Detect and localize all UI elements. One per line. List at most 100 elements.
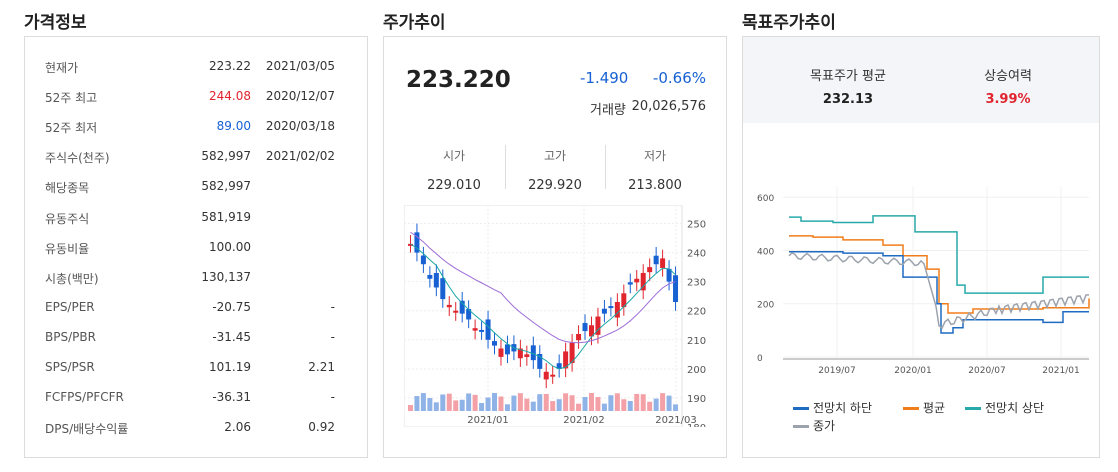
current-price: 223.220 [406,67,511,93]
row-key: BPS/PBR [45,329,96,344]
low-block: 저가 213.800 [605,147,705,193]
candle-body [498,348,504,357]
row-key: 현재가 [45,61,79,75]
low-label: 저가 [643,149,667,163]
volume-bar [414,396,420,411]
open-block: 시가 229.010 [404,147,504,193]
volume-bar [453,400,459,411]
legend-swatch [965,407,981,410]
row-extra: 0.92 [308,420,335,435]
volume-bar [511,395,517,411]
volume-bar [446,393,452,411]
volume-bar [543,393,549,411]
candle-body [550,374,556,377]
x-tick-label: 2020/01 [894,366,931,376]
y-tick-label: 190 [687,394,706,405]
row-key: 유동비율 [45,241,90,256]
row-key: DPS/배당수익률 [45,422,129,437]
row-value: 581,919 [201,209,251,224]
legend-swatch [903,407,919,410]
volume-bar [537,394,543,411]
candle-body [459,300,465,314]
row-value: 582,997 [201,179,251,194]
y-tick-label: 180 [687,423,706,427]
candle-body [640,272,646,291]
candle-body [601,308,607,314]
volume-bar [504,404,510,411]
candle-body [492,341,498,346]
volume-bar [601,403,607,411]
candle-body [466,309,472,320]
x-tick-label: 2019/07 [818,366,855,376]
target-price-chart: 600 400 200 0 2019/07 2020/01 2020/07 2021/01 [757,187,1090,376]
candle-body [660,258,666,268]
target-trend-panel: 목표주가 평균 232.13 상승여력 3.99% 600 400 200 0 2019… [742,36,1100,458]
volume-bar [647,401,653,411]
price-row: DPS/배당수익률 2.06 0.92 [25,412,369,442]
candle-body [504,344,510,355]
price-info-panel: 현재가 223.22 2021/03/05 52주 최고 244.08 2020/12/0… [24,36,368,458]
ma-long-line [410,231,676,344]
x-tick-label: 2021/01 [1042,366,1079,376]
volume-bar [492,393,498,411]
legend-swatch [793,425,809,428]
price-row: BPS/PBR -31.45 - [25,322,369,352]
price-row: 유동주식 581,919 [25,202,369,232]
volume-bar [588,393,594,411]
volume-bar [666,395,672,411]
volume-bar [595,397,601,411]
candle-body [627,282,633,285]
row-extra: 2021/03/05 [265,59,335,73]
volume-bar [614,393,620,411]
legend-item: 전망치 하단 [793,399,872,416]
candle-body [569,342,575,364]
candle-body [634,278,640,283]
price-trend-title: 주가추이 [383,13,446,33]
volume-label: 거래량 [590,103,626,118]
candle-body [530,345,536,361]
volume-bar [634,393,640,411]
legend-swatch [793,407,809,410]
candle-body [556,363,562,369]
row-value: 582,997 [201,149,251,164]
row-extra: - [330,329,335,344]
price-trend-panel: 223.220 -1.490 -0.66% 거래량 20,026,576 시가 … [383,36,727,458]
row-extra: 2.21 [308,360,335,374]
volume-bar [485,397,491,411]
price-info-title: 가격정보 [24,13,87,33]
row-value: 101.19 [209,360,251,374]
candle-body [563,351,569,369]
y-tick-label: 240 [687,249,706,260]
x-tick-label: 2021/01 [467,415,509,426]
candle-body [407,243,413,246]
volume-bar [556,399,562,411]
candle-body [524,354,530,357]
volume-bar [653,398,659,411]
y-tick-label: 220 [687,307,706,318]
candle-body [653,255,659,265]
price-row: 시총(백만) 130,137 [25,262,369,292]
row-key: 52주 최저 [45,121,98,136]
y-tick-label: 230 [687,278,706,289]
price-row: 52주 최고 244.08 2020/12/07 [25,81,369,111]
legend-label: 종가 [813,419,836,433]
price-row: 52주 최저 89.00 2020/03/18 [25,111,369,141]
candle-body [440,278,446,300]
upside-label: 상승여력 [984,69,1032,84]
volume-bar [621,399,627,411]
volume-bar [433,402,439,411]
row-value: -31.45 [212,329,251,344]
price-row: 해당종목 582,997 [25,171,369,201]
divider [605,145,606,189]
ma-short-line [410,243,676,370]
lower-bound-line [789,251,1089,334]
row-key: 주식수(천주) [45,151,110,166]
high-label: 고가 [543,149,567,163]
volume-bar [459,399,465,411]
legend-label: 전망치 상단 [985,401,1045,415]
price-row: 현재가 223.22 2021/03/05 [25,51,369,81]
row-value: 223.22 [209,59,251,73]
price-row: FCFPS/PFCFR -36.31 - [25,382,369,412]
volume-bar [563,393,569,411]
volume-bar [640,394,646,411]
